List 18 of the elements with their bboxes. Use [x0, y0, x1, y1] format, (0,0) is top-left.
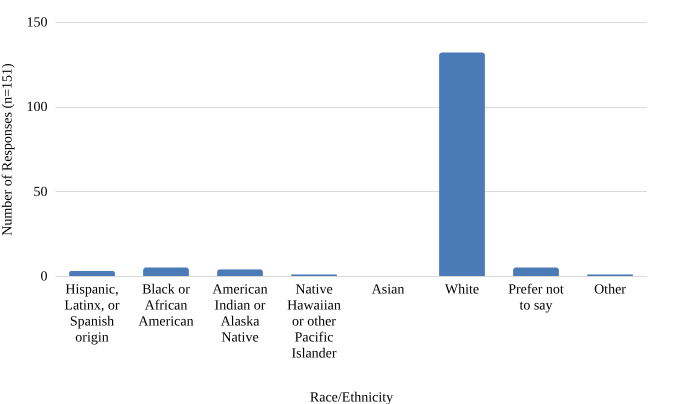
y-tick-label: 150	[26, 16, 48, 30]
y-tick-label: 50	[34, 184, 48, 200]
bar	[513, 268, 559, 276]
y-tick-label: 100	[26, 100, 48, 116]
y-tick-label: 0	[40, 270, 48, 284]
x-tick-label: Black or African American	[138, 282, 194, 330]
bar	[217, 269, 263, 276]
x-tick-label: Prefer not to say	[508, 282, 564, 314]
x-tick-label: American Indian or Alaska Native	[212, 282, 268, 346]
x-tick-label: Native Hawaiian or other Pacific Islander	[287, 282, 341, 362]
bar	[69, 270, 115, 276]
x-tick-label: Hispanic, Latinx, or Spanish origin	[64, 282, 120, 346]
x-tick-label: Asian	[372, 282, 404, 298]
x-tick-label: Other	[594, 282, 626, 298]
y-axis-title: Number of Responses (n=151)	[0, 62, 16, 236]
bar	[143, 268, 189, 276]
x-tick-label: White	[444, 282, 480, 298]
bar	[439, 52, 485, 276]
